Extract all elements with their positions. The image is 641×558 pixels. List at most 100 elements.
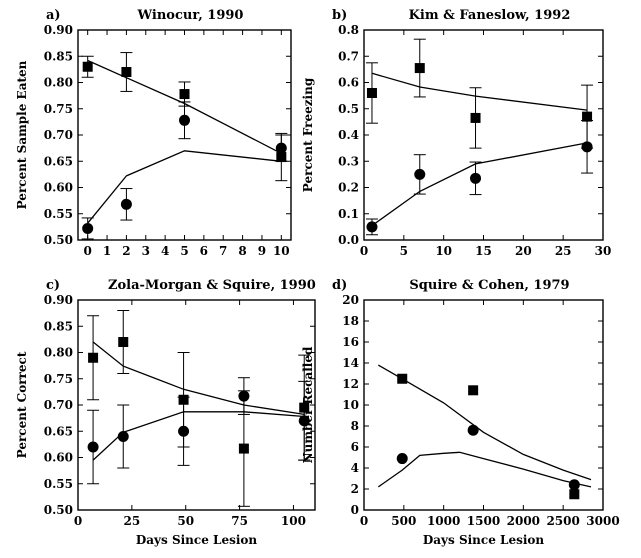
circle-marker <box>120 198 132 210</box>
y-tick-label: 0.0 <box>338 233 359 247</box>
y-axis-label: Percent Sample Eaten <box>15 60 29 209</box>
panel-c: 0 25 50 75 100 0.50 0.55 0.60 0.65 0.70 0.75 0.80 0.… <box>15 278 316 547</box>
square-marker <box>118 337 129 347</box>
square-marker <box>179 89 190 100</box>
y-tick-label: 0.1 <box>338 207 359 221</box>
circle-marker <box>298 415 310 427</box>
square-marker <box>468 385 479 396</box>
y-tick-label: 0 <box>351 503 359 517</box>
model-line <box>371 72 588 111</box>
y-tick-label: 0.55 <box>44 207 73 221</box>
y-axis-label: Number Recalled <box>301 346 315 463</box>
panel-title: Kim & Faneslow, 1992 <box>409 8 571 23</box>
circle-marker <box>396 453 408 465</box>
y-tick-label: 0.6 <box>338 76 359 90</box>
model-line <box>377 451 592 488</box>
y-tick-label: 0.75 <box>44 102 73 116</box>
y-tick-label: 0.7 <box>338 49 359 63</box>
y-tick-label: 4 <box>351 461 359 475</box>
x-tick-label: 500 <box>391 514 416 528</box>
x-tick-label: 9 <box>258 244 266 258</box>
y-tick-label: 18 <box>342 314 359 328</box>
y-tick-label: 0.4 <box>338 128 359 142</box>
circle-marker <box>414 168 426 180</box>
x-tick-label: 100 <box>281 514 306 528</box>
x-tick-label: 10 <box>273 244 290 258</box>
x-axis-label: Days Since Lesion <box>423 533 545 547</box>
panel-title: Zola-Morgan & Squire, 1990 <box>108 278 316 293</box>
circle-marker <box>470 172 482 184</box>
panel-label: a) <box>46 8 61 23</box>
panel-label: c) <box>46 278 60 293</box>
x-tick-label: 10 <box>435 244 452 258</box>
y-tick-label: 0.65 <box>44 154 73 168</box>
square-marker <box>569 489 580 500</box>
y-tick-label: 0.70 <box>44 398 73 412</box>
model-line <box>371 142 588 227</box>
y-tick-label: 0.70 <box>44 128 73 142</box>
x-tick-label: 8 <box>238 244 246 258</box>
circle-marker <box>581 141 593 153</box>
y-tick-label: 0.3 <box>338 154 359 168</box>
y-axis-label: Percent Freezing <box>301 77 315 192</box>
panel-title: Winocur, 1990 <box>137 8 244 23</box>
x-tick-label: 3000 <box>586 514 619 528</box>
y-tick-label: 0.75 <box>44 372 73 386</box>
x-tick-label: 30 <box>595 244 612 258</box>
panel-b: 0 5 10 15 20 25 30 0.0 0.1 0.2 0.3 0.4 0.5 0.6 0.7 0.8b… <box>301 8 611 258</box>
y-tick-label: 0.85 <box>44 49 73 63</box>
circle-marker <box>82 222 94 234</box>
y-tick-label: 0.60 <box>44 181 73 195</box>
x-tick-label: 4 <box>161 244 169 258</box>
square-marker <box>238 443 249 454</box>
y-tick-label: 0.8 <box>338 23 359 37</box>
circle-marker <box>238 390 250 402</box>
circle-marker <box>178 425 190 437</box>
circle-marker <box>366 221 378 233</box>
y-tick-label: 16 <box>342 335 359 349</box>
x-tick-label: 20 <box>515 244 532 258</box>
panel-a: 0 1 2 3 4 5 6 7 8 9 10 0.50 0.55 0.60 0.65 0.70 0.75 0.80… <box>15 8 292 258</box>
square-marker <box>366 88 377 98</box>
x-tick-label: 2500 <box>546 514 579 528</box>
x-tick-label: 7 <box>219 244 227 258</box>
x-tick-label: 0 <box>74 514 82 528</box>
y-tick-label: 0.2 <box>338 181 359 195</box>
square-marker <box>397 373 408 384</box>
panel-label: d) <box>332 278 347 293</box>
y-tick-label: 0.50 <box>44 503 73 517</box>
square-marker <box>470 112 481 123</box>
model-line <box>92 341 305 416</box>
y-tick-label: 0.90 <box>44 23 73 37</box>
y-tick-label: 0.85 <box>44 319 73 333</box>
y-tick-label: 0.50 <box>44 233 73 247</box>
y-tick-label: 10 <box>342 398 359 412</box>
plot-frame <box>363 29 604 241</box>
square-marker <box>88 352 99 363</box>
panel-title: Squire & Cohen, 1979 <box>409 278 569 293</box>
circle-marker <box>568 479 580 491</box>
y-tick-label: 0.80 <box>44 76 73 90</box>
circle-marker <box>87 441 99 453</box>
y-tick-label: 8 <box>351 419 359 433</box>
x-tick-label: 15 <box>475 244 492 258</box>
y-tick-label: 2 <box>351 482 359 496</box>
plot-frame <box>363 299 604 511</box>
x-tick-label: 1500 <box>467 514 500 528</box>
x-tick-label: 5 <box>180 244 188 258</box>
y-tick-label: 0.5 <box>338 102 359 116</box>
x-tick-label: 1000 <box>427 514 460 528</box>
square-marker <box>582 111 593 122</box>
x-axis-label: Days Since Lesion <box>136 533 258 547</box>
x-tick-label: 0 <box>360 244 368 258</box>
circle-marker <box>179 114 190 126</box>
y-tick-label: 20 <box>342 293 359 307</box>
x-tick-label: 6 <box>200 244 208 258</box>
x-tick-label: 5 <box>400 244 408 258</box>
square-marker <box>414 63 425 74</box>
x-tick-label: 1 <box>103 244 111 258</box>
plot-frame <box>77 299 316 511</box>
model-line <box>87 150 282 224</box>
y-tick-label: 6 <box>351 440 359 454</box>
